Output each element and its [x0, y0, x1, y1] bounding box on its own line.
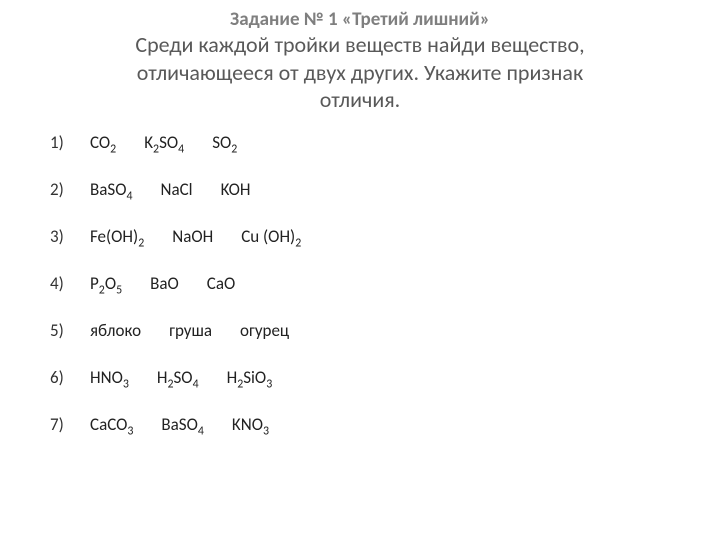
task-number: Задание № 1: [230, 8, 338, 31]
task-title: Задание № 1 «Третий лишний»: [40, 8, 680, 31]
substance-item: P2O5: [90, 273, 122, 294]
substance-item: CaCO3: [90, 414, 133, 435]
task-row: 3)Fe(OH)2 NaOH Cu (OH)2: [50, 226, 680, 247]
task-rows: 1)CO2K2SO4SO22)BaSO4NaClKOH3)Fe(OH)2NaOH…: [40, 132, 680, 435]
task-row: 2)BaSO4 NaCl KOH: [50, 179, 680, 200]
substance-item: KOH: [221, 179, 251, 200]
row-number: 6): [50, 367, 90, 388]
substance-item: BaSO4: [90, 179, 133, 200]
description-line-1: Среди каждой тройки веществ найди вещест…: [135, 31, 584, 58]
substance-item: SO2: [212, 132, 237, 153]
substance-item: Fe(OH)2: [90, 226, 144, 247]
task-row: 1)CO2 K2SO4 SO2: [50, 132, 680, 153]
description-line-2: отличающееся от двух других. Укажите при…: [137, 59, 583, 86]
task-name: «Третий лишний»: [342, 8, 490, 31]
task-row: 6)HNO3 H2SO4 H2SiO3: [50, 367, 680, 388]
row-number: 7): [50, 414, 90, 435]
substance-item: KNO3: [232, 414, 269, 435]
substance-item: BaO: [150, 273, 179, 294]
worksheet-page: Задание № 1 «Третий лишний» Среди каждой…: [0, 0, 720, 540]
substance-item: груша: [169, 320, 212, 341]
substance-item: K2SO4: [144, 132, 184, 153]
task-row: 7)CaCO3 BaSO4 KNO3: [50, 414, 680, 435]
substance-item: CaO: [207, 273, 235, 294]
substance-item: Cu (OH)2: [241, 226, 301, 247]
title-block: Задание № 1 «Третий лишний» Среди каждой…: [40, 8, 680, 114]
substance-item: NaCl: [161, 179, 193, 200]
row-number: 5): [50, 320, 90, 341]
task-row: 5)яблоко груша огурец: [50, 320, 680, 341]
row-number: 2): [50, 179, 90, 200]
substance-item: огурец: [240, 320, 289, 341]
task-description: Среди каждой тройки веществ найди вещест…: [40, 31, 680, 114]
row-number: 4): [50, 273, 90, 294]
substance-item: HNO3: [90, 367, 129, 388]
substance-item: H2SiO3: [227, 367, 273, 388]
substance-item: яблоко: [90, 320, 141, 341]
row-number: 1): [50, 132, 90, 153]
row-number: 3): [50, 226, 90, 247]
substance-item: H2SO4: [157, 367, 199, 388]
substance-item: NaOH: [172, 226, 213, 247]
task-row: 4)P2O5 BaO CaO: [50, 273, 680, 294]
description-line-3: отличия.: [320, 86, 400, 113]
substance-item: CO2: [90, 132, 116, 153]
substance-item: BaSO4: [161, 414, 204, 435]
